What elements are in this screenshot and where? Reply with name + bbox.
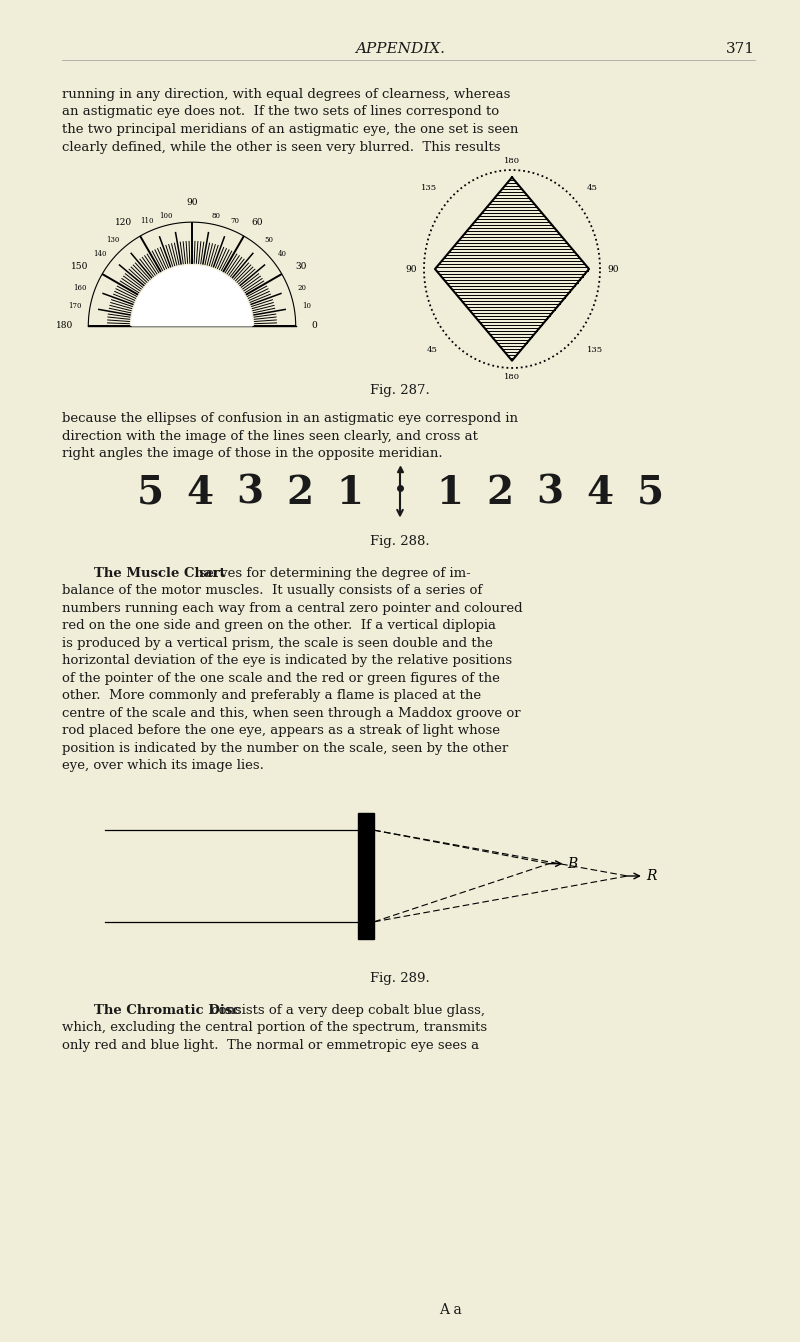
- Text: 20: 20: [298, 283, 306, 291]
- Text: which, excluding the central portion of the spectrum, transmits: which, excluding the central portion of …: [62, 1021, 487, 1033]
- Text: 50: 50: [264, 236, 273, 244]
- Bar: [358, 813, 374, 939]
- Text: 1: 1: [337, 474, 363, 511]
- Text: The Chromatic Disc: The Chromatic Disc: [94, 1004, 240, 1016]
- Text: 0: 0: [311, 321, 317, 330]
- Text: 120: 120: [115, 217, 132, 227]
- Text: horizontal deviation of the eye is indicated by the relative positions: horizontal deviation of the eye is indic…: [62, 654, 512, 667]
- Text: 45: 45: [426, 346, 437, 354]
- Text: 110: 110: [140, 216, 154, 224]
- Text: 4: 4: [586, 474, 614, 511]
- Text: 3: 3: [537, 474, 563, 511]
- Text: 45: 45: [586, 184, 598, 192]
- Text: 135: 135: [421, 184, 437, 192]
- Polygon shape: [435, 177, 589, 361]
- Text: Fig. 287.: Fig. 287.: [370, 384, 430, 397]
- Text: 90: 90: [186, 197, 198, 207]
- Text: 3: 3: [237, 474, 263, 511]
- Text: 180: 180: [504, 157, 520, 165]
- Text: APPENDIX.: APPENDIX.: [355, 42, 445, 56]
- Text: 160: 160: [74, 283, 86, 291]
- Text: 180: 180: [55, 321, 73, 330]
- Text: the two principal meridians of an astigmatic eye, the one set is seen: the two principal meridians of an astigm…: [62, 123, 518, 136]
- Text: R: R: [646, 870, 656, 883]
- Text: 130: 130: [106, 236, 120, 244]
- Text: 100: 100: [159, 212, 173, 220]
- Text: 40: 40: [278, 250, 286, 258]
- Text: B: B: [567, 856, 578, 871]
- Text: consists of a very deep cobalt blue glass,: consists of a very deep cobalt blue glas…: [207, 1004, 486, 1016]
- Text: 5: 5: [637, 474, 663, 511]
- Text: only red and blue light.  The normal or emmetropic eye sees a: only red and blue light. The normal or e…: [62, 1039, 479, 1052]
- Text: 170: 170: [68, 302, 82, 310]
- Text: A a: A a: [438, 1303, 462, 1317]
- Text: 4: 4: [186, 474, 214, 511]
- Text: 30: 30: [295, 262, 306, 271]
- Text: 135: 135: [586, 346, 603, 354]
- Text: 1: 1: [437, 474, 463, 511]
- Text: an astigmatic eye does not.  If the two sets of lines correspond to: an astigmatic eye does not. If the two s…: [62, 106, 499, 118]
- Text: other.  More commonly and preferably a flame is placed at the: other. More commonly and preferably a fl…: [62, 688, 481, 702]
- Text: 371: 371: [726, 42, 755, 56]
- Text: clearly defined, while the other is seen very blurred.  This results: clearly defined, while the other is seen…: [62, 141, 501, 153]
- Text: 90: 90: [607, 264, 619, 274]
- Text: is produced by a vertical prism, the scale is seen double and the: is produced by a vertical prism, the sca…: [62, 636, 493, 650]
- Text: 150: 150: [71, 262, 89, 271]
- Text: running in any direction, with equal degrees of clearness, whereas: running in any direction, with equal deg…: [62, 89, 510, 101]
- Text: serves for determining the degree of im-: serves for determining the degree of im-: [195, 566, 470, 580]
- Text: red on the one side and green on the other.  If a vertical diplopia: red on the one side and green on the oth…: [62, 619, 496, 632]
- Text: 60: 60: [252, 217, 263, 227]
- Text: 90: 90: [405, 264, 417, 274]
- Text: centre of the scale and this, when seen through a Maddox groove or: centre of the scale and this, when seen …: [62, 706, 521, 719]
- Text: because the ellipses of confusion in an astigmatic eye correspond in: because the ellipses of confusion in an …: [62, 412, 518, 425]
- Text: 80: 80: [211, 212, 221, 220]
- Text: 140: 140: [93, 250, 106, 258]
- Polygon shape: [132, 266, 252, 326]
- Text: The Muscle Chart: The Muscle Chart: [94, 566, 226, 580]
- Text: rod placed before the one eye, appears as a streak of light whose: rod placed before the one eye, appears a…: [62, 723, 500, 737]
- Text: eye, over which its image lies.: eye, over which its image lies.: [62, 760, 264, 772]
- Text: 2: 2: [486, 474, 514, 511]
- Text: 180: 180: [504, 373, 520, 381]
- Text: 5: 5: [137, 474, 163, 511]
- Text: Fig. 289.: Fig. 289.: [370, 972, 430, 985]
- Text: 10: 10: [302, 302, 311, 310]
- Text: direction with the image of the lines seen clearly, and cross at: direction with the image of the lines se…: [62, 429, 478, 443]
- Text: Fig. 288.: Fig. 288.: [370, 534, 430, 548]
- Text: 70: 70: [230, 216, 239, 224]
- Text: position is indicated by the number on the scale, seen by the other: position is indicated by the number on t…: [62, 742, 508, 754]
- Text: balance of the motor muscles.  It usually consists of a series of: balance of the motor muscles. It usually…: [62, 584, 482, 597]
- Text: of the pointer of the one scale and the red or green figures of the: of the pointer of the one scale and the …: [62, 671, 500, 684]
- Text: right angles the image of those in the opposite meridian.: right angles the image of those in the o…: [62, 447, 442, 460]
- Text: numbers running each way from a central zero pointer and coloured: numbers running each way from a central …: [62, 601, 522, 615]
- Text: 2: 2: [286, 474, 314, 511]
